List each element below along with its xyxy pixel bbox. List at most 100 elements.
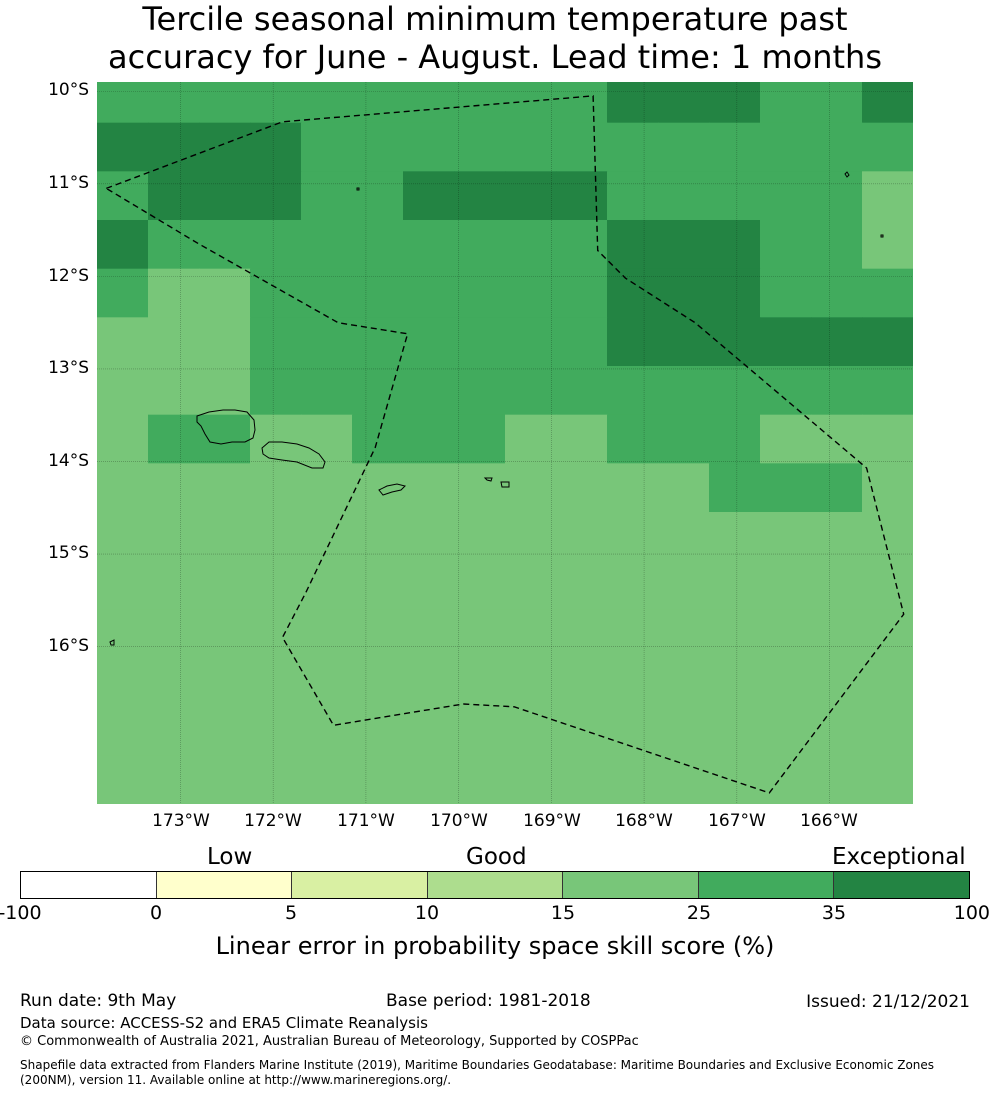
skill-cell: [760, 171, 812, 221]
skill-cell: [148, 658, 200, 708]
skill-cell: [505, 755, 557, 804]
skill-cell: [811, 317, 863, 367]
skill-cell: [709, 82, 761, 124]
lon-label: 168°W: [615, 811, 673, 831]
skill-cell: [709, 463, 761, 513]
skill-cell: [403, 414, 455, 464]
skill-cell: [301, 609, 353, 659]
skill-cell: [148, 122, 200, 172]
base-period: Base period: 1981-2018: [386, 991, 591, 1011]
skill-cell: [811, 268, 863, 318]
tutuila-island: [378, 483, 406, 496]
skill-cell: [148, 463, 200, 513]
colorbar-segment: [292, 872, 428, 898]
skill-cell: [403, 122, 455, 172]
skill-cell: [148, 414, 200, 464]
colorbar-tick: 0: [149, 902, 163, 924]
skill-cell: [148, 82, 200, 124]
skill-cell: [403, 317, 455, 367]
skill-cell: [97, 609, 149, 659]
skill-cell: [862, 366, 913, 416]
savaii-island: [196, 409, 256, 445]
skill-cell: [607, 658, 659, 708]
skill-cell: [199, 609, 251, 659]
small-islet-north: [356, 187, 360, 191]
skill-cell: [556, 755, 608, 804]
skill-cell: [505, 317, 557, 367]
skill-cell: [709, 658, 761, 708]
skill-cell: [352, 220, 404, 270]
skill-cell: [760, 414, 812, 464]
colorbar-tick: 10: [414, 902, 440, 924]
skill-cell: [862, 122, 913, 172]
skill-cell: [709, 122, 761, 172]
ofu-olosega-island: [483, 477, 493, 482]
skill-cell: [454, 560, 506, 610]
skill-cell: [454, 414, 506, 464]
colorbar-tick: 5: [284, 902, 298, 924]
skill-cell: [811, 122, 863, 172]
skill-cell: [811, 366, 863, 416]
skill-cell: [505, 171, 557, 221]
skill-cell: [454, 122, 506, 172]
skill-cell: [250, 82, 302, 124]
skill-cell: [607, 220, 659, 270]
skill-cell: [199, 658, 251, 708]
skill-cell: [250, 755, 302, 804]
colorbar-segment: [156, 872, 293, 898]
colorbar-tick: 25: [686, 902, 712, 924]
colorbar-tick: 35: [821, 902, 847, 924]
skill-cell: [760, 463, 812, 513]
skill-cell: [607, 512, 659, 562]
skill-cell: [862, 317, 913, 367]
skill-cell: [505, 82, 557, 124]
title-line-1: Tercile seasonal minimum temperature pas…: [142, 0, 848, 38]
issued-date: Issued: 21/12/2021: [806, 992, 970, 1012]
skill-cell: [607, 463, 659, 513]
skill-cell: [454, 268, 506, 318]
lat-label: 14°S: [48, 451, 89, 471]
skill-cell: [403, 463, 455, 513]
skill-cell: [199, 755, 251, 804]
skill-cell: [199, 414, 251, 464]
skill-cell: [352, 755, 404, 804]
lat-label: 15°S: [48, 543, 89, 563]
skill-cell: [709, 755, 761, 804]
tau-island: [500, 481, 510, 488]
skill-cell: [658, 366, 710, 416]
legend-category-exceptional: Exceptional: [832, 844, 966, 870]
skill-cell: [658, 560, 710, 610]
swains-island: [844, 171, 850, 178]
skill-cell: [607, 609, 659, 659]
skill-cell: [862, 414, 913, 464]
skill-map[interactable]: [97, 82, 913, 804]
skill-cell: [250, 512, 302, 562]
small-islet-west: [109, 639, 115, 646]
skill-cell: [199, 268, 251, 318]
skill-cell: [403, 512, 455, 562]
skill-cell: [454, 512, 506, 562]
skill-cell: [352, 463, 404, 513]
skill-cell: [352, 122, 404, 172]
skill-cell: [403, 82, 455, 124]
skill-cell: [301, 220, 353, 270]
skill-cell: [556, 82, 608, 124]
skill-cell: [607, 317, 659, 367]
legend-category-good: Good: [466, 844, 527, 870]
skill-cell: [97, 512, 149, 562]
skill-cell: [301, 268, 353, 318]
legend-category-low: Low: [207, 844, 253, 870]
skill-cell: [250, 414, 302, 464]
skill-cell: [760, 755, 812, 804]
skill-cell: [301, 366, 353, 416]
skill-cell: [556, 512, 608, 562]
lat-label: 11°S: [48, 173, 89, 193]
skill-cell: [505, 658, 557, 708]
skill-cell: [760, 268, 812, 318]
lat-label: 16°S: [48, 636, 89, 656]
colorbar-segment: [21, 872, 157, 898]
skill-cell: [250, 268, 302, 318]
skill-cell: [760, 366, 812, 416]
skill-cell: [148, 171, 200, 221]
skill-cell: [505, 268, 557, 318]
